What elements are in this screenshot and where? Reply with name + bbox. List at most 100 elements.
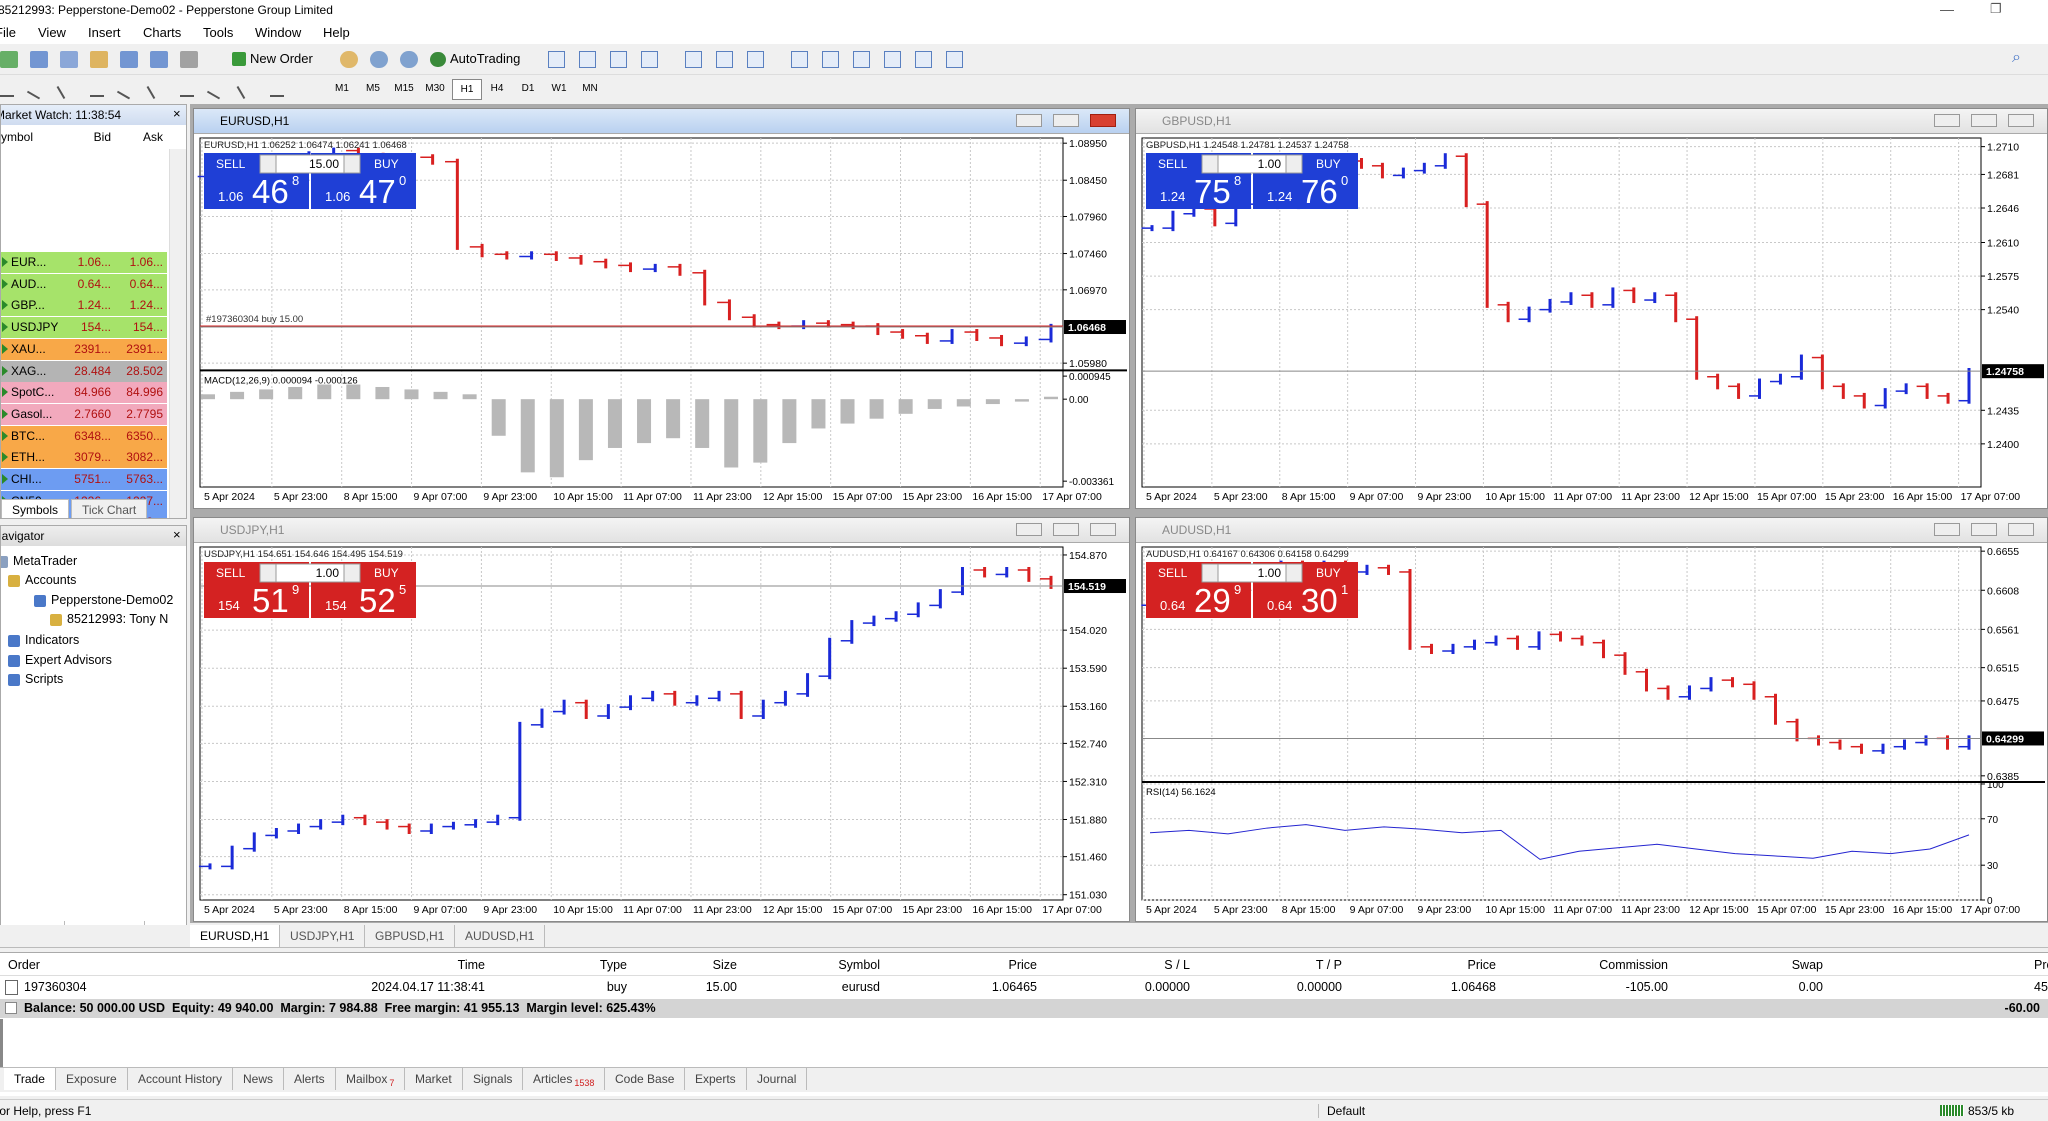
symbol-row[interactable]: EUR... 1.06... 1.06... (1, 252, 167, 273)
tool-icon[interactable] (206, 78, 228, 100)
toolbar-icon[interactable] (90, 51, 108, 68)
symbol-row[interactable]: BTC... 6348... 6350... (1, 425, 167, 447)
tree-item[interactable]: 85212993: Tony N (67, 612, 169, 626)
timeframe-button[interactable]: MN (582, 83, 598, 94)
tree-item[interactable]: Scripts (25, 672, 64, 686)
chart-tab[interactable]: USDJPY,H1 (280, 925, 366, 947)
chart-tab[interactable]: AUDUSD,H1 (455, 925, 546, 947)
symbol-row[interactable]: CHI... 5751... 5763... (1, 469, 167, 490)
window-button[interactable] (2008, 523, 2034, 536)
terminal-tab[interactable]: Exposure (56, 1068, 128, 1090)
toolbar-icon[interactable] (370, 51, 388, 68)
tree-item[interactable]: Pepperstone-Demo02 (51, 593, 174, 607)
chart-window[interactable]: USDJPY,H1 5 Apr 2024 5 Apr 23:00 8 Apr 15:0… (193, 517, 1130, 922)
terminal-tab[interactable]: Alerts (284, 1068, 336, 1090)
timeframe-button[interactable]: H1 (452, 79, 482, 100)
toolbar-icon[interactable] (610, 51, 627, 68)
toolbar-icon[interactable] (340, 51, 358, 68)
close-button[interactable]: × (173, 106, 181, 121)
symbol-row[interactable]: GBP... 1.24... 1.24... (1, 295, 167, 317)
symbol-row[interactable]: ETH... 3079... 3082... (1, 447, 167, 469)
terminal-tab[interactable]: Signals (463, 1068, 524, 1090)
menu-item[interactable]: View (38, 25, 66, 40)
toolbar-icon[interactable] (853, 51, 870, 68)
symbol-row[interactable]: AUD... 0.64... 0.64... (1, 273, 167, 295)
toolbar-icon[interactable] (548, 51, 565, 68)
toolbar-icon[interactable] (180, 51, 198, 68)
new-order-button[interactable]: New Order (250, 51, 313, 66)
tool-icon[interactable] (146, 78, 168, 100)
symbol-row[interactable]: XAU... 2391... 2391... (1, 338, 167, 360)
terminal-tab[interactable]: Market (405, 1068, 463, 1090)
symbol-row[interactable]: Gasol... 2.7660 2.7795 (1, 403, 167, 425)
toolbar-icon[interactable] (685, 51, 702, 68)
timeframe-button[interactable]: D1 (521, 83, 535, 94)
symbol-row[interactable]: XAG... 28.484 28.502 (1, 360, 167, 382)
window-button[interactable] (2008, 114, 2034, 127)
timeframe-button[interactable]: M30 (425, 83, 445, 94)
terminal-tab[interactable]: Mailbox 7 (336, 1068, 406, 1090)
chart-window[interactable]: AUDUSD,H1 5 Apr 2024 5 Apr 23:00 8 Apr 15:0… (1135, 517, 2048, 922)
timeframe-button[interactable]: M1 (335, 83, 349, 94)
toolbar-icon[interactable] (0, 51, 18, 68)
tool-icon[interactable] (236, 78, 258, 100)
window-button[interactable] (1971, 114, 1997, 127)
toolbar-icon[interactable] (60, 51, 78, 68)
window-button[interactable] (1016, 114, 1042, 127)
menu-item[interactable]: Charts (143, 25, 182, 40)
terminal-tab[interactable]: Trade (4, 1068, 56, 1090)
symbol-row[interactable]: USDJPY 154... 154... (1, 317, 167, 339)
tree-item[interactable]: MetaTrader (13, 554, 78, 568)
chart-window[interactable]: EURUSD,H1 5 Apr 2024 5 Apr 23:00 8 Apr 15:0… (193, 108, 1130, 509)
timeframe-button[interactable]: W1 (551, 83, 567, 94)
menu-item[interactable]: Help (323, 25, 350, 40)
panel-tab[interactable]: Tick Chart (71, 499, 148, 518)
toolbar-icon[interactable] (946, 51, 963, 68)
chart-tab[interactable]: GBPUSD,H1 (365, 925, 456, 947)
order-row[interactable]: 197360304 2024.04.17 11:38:41 buy 15.00 euru… (0, 977, 2048, 997)
timeframe-button[interactable]: H4 (490, 83, 504, 94)
timeframe-button[interactable]: M15 (394, 83, 414, 94)
menu-item[interactable]: Window (255, 25, 302, 40)
tree-item[interactable]: Indicators (25, 633, 80, 647)
toolbar-icon[interactable] (579, 51, 596, 68)
menu-item[interactable]: Insert (88, 25, 121, 40)
toolbar-icon[interactable] (822, 51, 839, 68)
tool-icon[interactable] (270, 81, 284, 97)
menu-item[interactable]: Tools (203, 25, 234, 40)
tool-icon[interactable] (116, 78, 138, 100)
window-button[interactable] (1053, 523, 1079, 536)
tool-icon[interactable] (26, 78, 48, 100)
window-button[interactable] (1090, 114, 1116, 127)
terminal-tab[interactable]: Account History (128, 1068, 234, 1090)
toolbar-icon[interactable] (884, 51, 901, 68)
window-button[interactable] (1971, 523, 1997, 536)
tool-icon[interactable] (56, 78, 78, 100)
search-icon[interactable]: ⌕ (2012, 49, 2021, 66)
panel-tab[interactable]: Symbols (1, 499, 70, 518)
tree-item[interactable]: Accounts (25, 573, 77, 587)
auto-trading-button[interactable]: AutoTrading (450, 51, 521, 66)
window-button[interactable] (1090, 523, 1116, 536)
tool-icon[interactable] (90, 81, 104, 97)
tool-icon[interactable] (180, 81, 194, 97)
toolbar-icon[interactable] (791, 51, 808, 68)
toolbar-icon[interactable] (641, 51, 658, 68)
terminal-tab[interactable]: Experts (685, 1068, 747, 1090)
symbol-row[interactable]: SpotC... 84.966 84.996 (1, 382, 167, 404)
toolbar-icon[interactable] (30, 51, 48, 68)
terminal-tab[interactable]: News (233, 1068, 285, 1090)
terminal-tab[interactable]: Journal (747, 1068, 808, 1090)
menu-item[interactable]: File (0, 25, 16, 40)
toolbar-icon[interactable] (747, 51, 764, 68)
toolbar-icon[interactable] (120, 51, 138, 68)
terminal-tab[interactable]: Articles 1538 (523, 1068, 606, 1090)
timeframe-button[interactable]: M5 (366, 83, 380, 94)
toolbar-icon[interactable] (400, 51, 418, 68)
toolbar-icon[interactable] (915, 51, 932, 68)
window-button[interactable] (1053, 114, 1079, 127)
window-button[interactable] (1016, 523, 1042, 536)
chart-tab[interactable]: EURUSD,H1 (190, 925, 281, 947)
toolbar-icon[interactable] (716, 51, 733, 68)
window-button[interactable] (1934, 114, 1960, 127)
